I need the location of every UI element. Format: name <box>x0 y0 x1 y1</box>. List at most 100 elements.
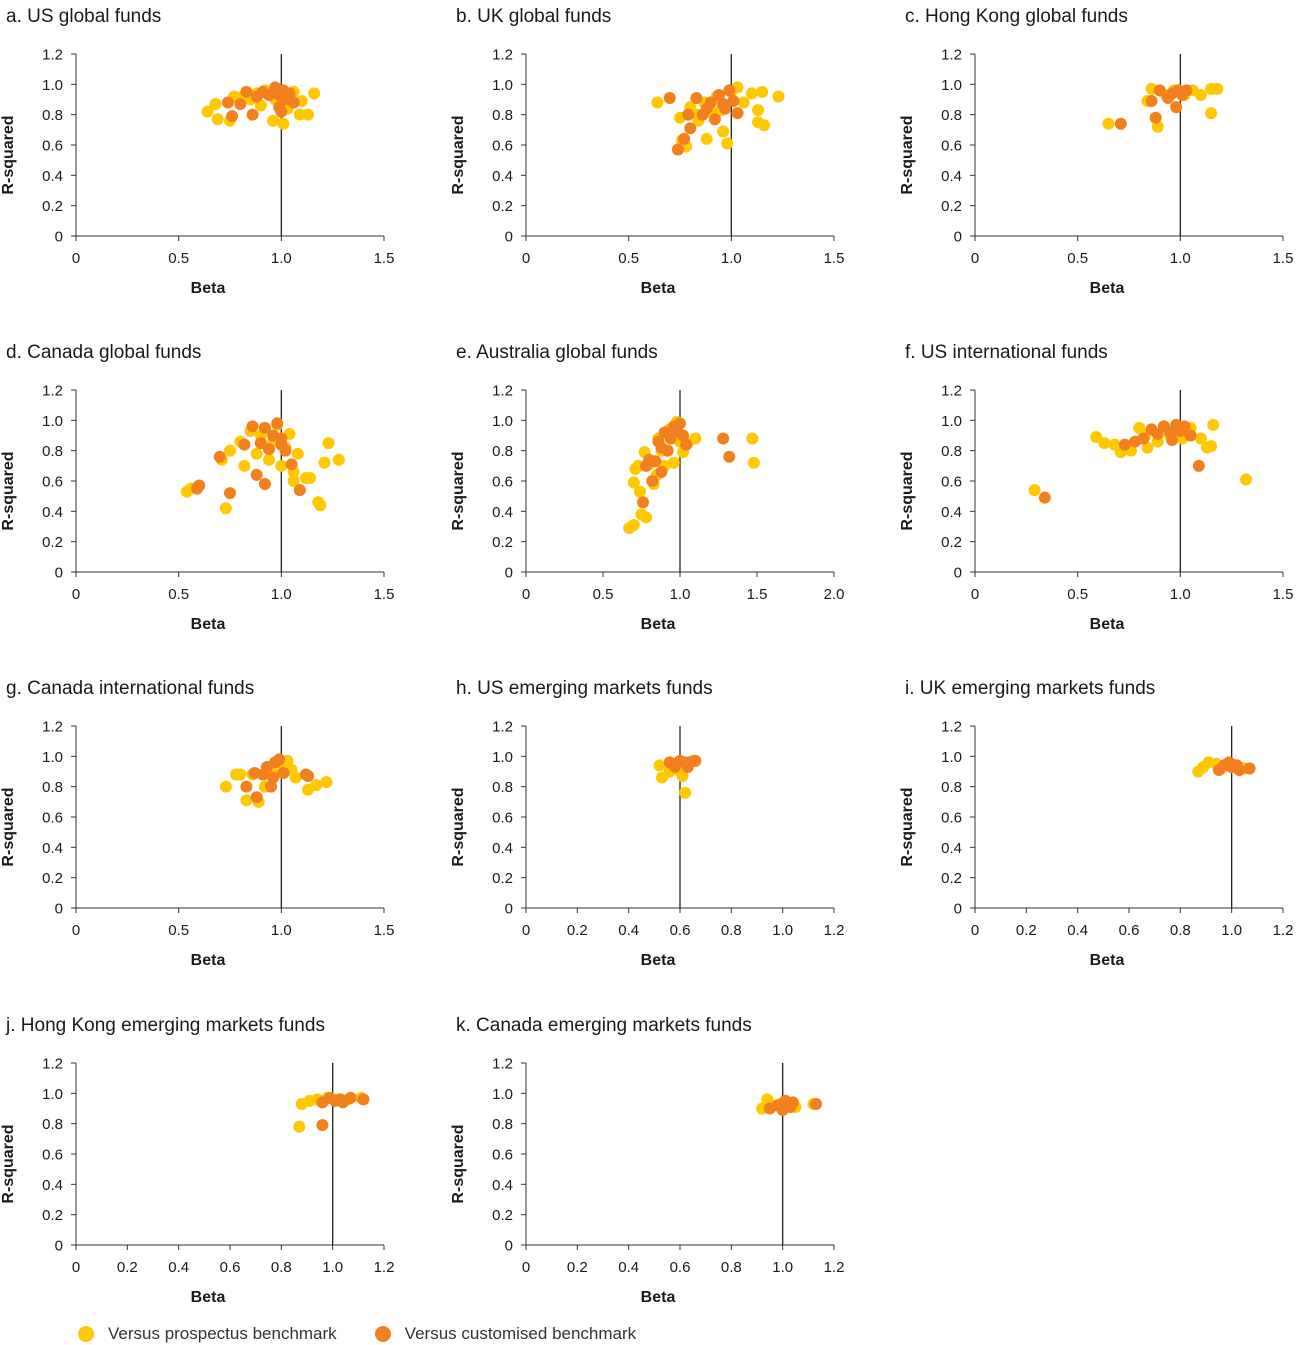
point-prospectus <box>322 437 335 450</box>
x-tick-label: 0.2 <box>567 1259 588 1276</box>
point-customised <box>786 1096 799 1109</box>
y-tick-label: 1.0 <box>42 77 63 94</box>
chart-panel-k: k. Canada emerging markets funds 0 0.2 0.4 0… <box>450 1015 844 1306</box>
point-customised <box>655 441 668 454</box>
y-axis-label: R-squared <box>899 787 916 866</box>
point-customised <box>344 1091 357 1104</box>
point-customised <box>1243 762 1256 775</box>
x-tick-label: 2.0 <box>824 586 845 603</box>
x-tick-label: 0.8 <box>271 1259 292 1276</box>
y-tick-label: 1.2 <box>42 1056 63 1073</box>
x-tick-label: 1.5 <box>374 250 395 267</box>
point-prospectus <box>772 90 785 103</box>
legend-dot-customised <box>374 1326 391 1342</box>
point-prospectus <box>1207 418 1220 431</box>
point-customised <box>1178 420 1191 433</box>
y-tick-label: 0.8 <box>42 443 63 460</box>
x-axis-label: Beta <box>641 952 676 969</box>
chart-title: c. Hong Kong global funds <box>905 6 1128 27</box>
chart-panel-c: c. Hong Kong global funds 0 0.2 0.4 0.6 0.8 1.… <box>899 6 1293 297</box>
point-prospectus <box>758 119 771 132</box>
x-tick-label: 1.0 <box>271 586 292 603</box>
point-prospectus <box>238 459 251 472</box>
point-customised <box>1038 491 1051 504</box>
y-tick-label: 0.8 <box>941 779 962 796</box>
x-tick-label: 0.4 <box>618 922 639 939</box>
y-tick-label: 0.4 <box>492 504 513 521</box>
point-customised <box>1180 84 1193 97</box>
point-prospectus <box>746 432 759 445</box>
point-customised <box>646 475 659 487</box>
point-prospectus <box>689 432 702 445</box>
point-customised <box>283 87 296 100</box>
x-tick-label: 1.0 <box>670 586 691 603</box>
point-prospectus <box>747 456 760 469</box>
x-tick-label: 0.5 <box>1067 250 1088 267</box>
chart-panel-i: i. UK emerging markets funds 0 0.2 0.4 0.6 0.… <box>899 678 1293 969</box>
point-prospectus <box>211 113 224 126</box>
point-customised <box>682 108 695 121</box>
point-prospectus <box>234 768 247 781</box>
point-prospectus <box>640 511 653 524</box>
legend: Versus prospectus benchmark Versus custo… <box>78 1323 674 1345</box>
y-tick-label: 1.0 <box>941 749 962 766</box>
x-tick-label: 0.5 <box>168 250 189 267</box>
point-prospectus <box>1194 88 1207 101</box>
point-customised <box>213 450 226 463</box>
point-prospectus <box>676 770 689 783</box>
x-axis-label: Beta <box>1090 280 1125 297</box>
x-tick-label: 0.6 <box>220 1259 241 1276</box>
x-tick-label: 0.2 <box>1016 922 1037 939</box>
point-prospectus <box>332 453 345 466</box>
point-customised <box>267 771 280 784</box>
point-customised <box>727 95 740 108</box>
point-customised <box>234 98 247 111</box>
y-tick-label: 0.8 <box>492 1116 513 1133</box>
point-prospectus <box>1102 117 1115 130</box>
chart-title: j. Hong Kong emerging markets funds <box>5 1015 325 1036</box>
x-tick-label: 0.4 <box>168 1259 189 1276</box>
y-tick-label: 0.4 <box>42 168 63 185</box>
point-prospectus <box>700 132 713 145</box>
point-prospectus <box>314 499 327 512</box>
point-customised <box>275 432 288 445</box>
point-prospectus <box>1090 431 1103 444</box>
y-tick-label: 0.4 <box>42 1177 63 1194</box>
x-tick-label: 1.5 <box>374 586 395 603</box>
y-tick-label: 0 <box>954 901 962 918</box>
x-tick-label: 0.8 <box>1170 922 1191 939</box>
chart-panel-a: a. US global funds 0 0.2 0.4 0.6 0.8 1.0 1.2 0 0.… <box>0 6 394 297</box>
point-customised <box>1233 763 1246 776</box>
point-customised <box>717 432 730 445</box>
y-axis-label: R-squared <box>450 451 467 530</box>
point-customised <box>271 417 284 430</box>
x-axis-label: Beta <box>191 616 226 633</box>
x-tick-label: 0 <box>522 250 530 267</box>
x-tick-label: 1.2 <box>1273 922 1294 939</box>
y-axis-label: R-squared <box>0 115 17 194</box>
point-customised <box>1137 432 1150 445</box>
point-prospectus <box>717 125 730 138</box>
x-tick-label: 1.0 <box>772 1259 793 1276</box>
x-tick-label: 0.5 <box>1067 586 1088 603</box>
y-tick-label: 1.0 <box>941 77 962 94</box>
point-prospectus <box>1028 484 1041 497</box>
y-tick-label: 0.4 <box>941 504 962 521</box>
x-axis-label: Beta <box>641 616 676 633</box>
point-customised <box>1153 84 1166 97</box>
point-customised <box>1192 459 1205 472</box>
point-customised <box>717 98 730 111</box>
y-tick-label: 0.2 <box>42 870 63 887</box>
point-customised <box>1166 434 1179 447</box>
x-axis-label: Beta <box>191 952 226 969</box>
x-axis-label: Beta <box>1090 616 1125 633</box>
point-customised <box>723 84 736 97</box>
y-tick-label: 1.0 <box>492 1086 513 1103</box>
point-customised <box>224 487 236 500</box>
point-customised <box>250 468 263 481</box>
y-tick-label: 0.6 <box>492 1147 513 1164</box>
point-prospectus <box>1205 440 1218 453</box>
chart-title: k. Canada emerging markets funds <box>456 1015 752 1036</box>
point-prospectus <box>250 447 263 460</box>
